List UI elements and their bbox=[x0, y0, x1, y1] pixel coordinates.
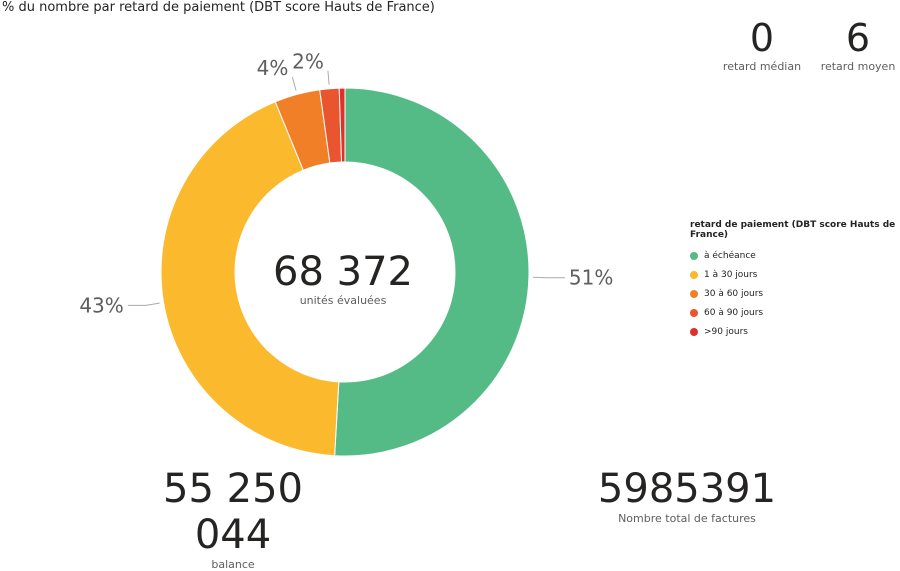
legend-item-0[interactable]: à échéance bbox=[690, 246, 900, 265]
slice-label-2: 4% bbox=[257, 56, 289, 80]
legend-label: à échéance bbox=[704, 251, 756, 261]
slice-label-1: 43% bbox=[79, 293, 123, 317]
legend-dot bbox=[690, 252, 698, 260]
kpi-invoices-value: 5985391 bbox=[592, 466, 782, 512]
slice-label-0: 51% bbox=[569, 266, 613, 290]
legend-label: 1 à 30 jours bbox=[704, 270, 757, 280]
legend-item-2[interactable]: 30 à 60 jours bbox=[690, 284, 900, 303]
kpi-invoices: 5985391 Nombre total de factures bbox=[592, 466, 782, 525]
center-label: unités évaluées bbox=[300, 294, 387, 307]
leader-line-2 bbox=[292, 77, 296, 91]
legend-label: >90 jours bbox=[704, 327, 748, 337]
legend-dot bbox=[690, 290, 698, 298]
legend-label: 30 à 60 jours bbox=[704, 289, 763, 299]
legend-label: 60 à 90 jours bbox=[704, 308, 763, 318]
legend-dot bbox=[690, 271, 698, 279]
legend-item-1[interactable]: 1 à 30 jours bbox=[690, 265, 900, 284]
legend-item-4[interactable]: >90 jours bbox=[690, 322, 900, 341]
center-value: 68 372 bbox=[273, 249, 413, 295]
leader-line-3 bbox=[328, 71, 329, 85]
leader-line-1 bbox=[128, 303, 160, 305]
kpi-balance: 55 250 044 balance bbox=[128, 466, 338, 571]
legend: retard de paiement (DBT score Hauts de F… bbox=[690, 220, 900, 341]
slice-label-3: 2% bbox=[292, 50, 324, 74]
legend-title: retard de paiement (DBT score Hauts de F… bbox=[690, 220, 900, 240]
kpi-invoices-label: Nombre total de factures bbox=[592, 512, 782, 525]
legend-dot bbox=[690, 309, 698, 317]
legend-item-3[interactable]: 60 à 90 jours bbox=[690, 303, 900, 322]
legend-dot bbox=[690, 328, 698, 336]
kpi-balance-value: 55 250 044 bbox=[128, 466, 338, 558]
kpi-balance-label: balance bbox=[128, 558, 338, 571]
